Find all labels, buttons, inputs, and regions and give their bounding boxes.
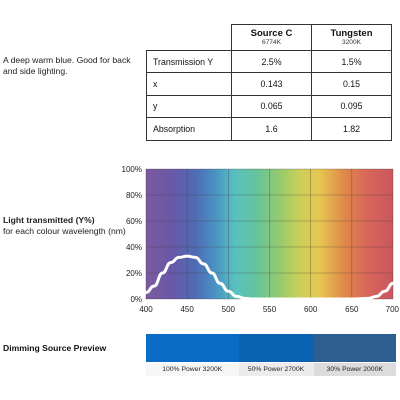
y-tick-label: 100% — [122, 165, 142, 174]
spec-header-source-c: Source C 6774K — [231, 24, 312, 51]
filter-description: A deep warm blue. Good for back and side… — [3, 55, 131, 76]
column-name: Tungsten — [330, 28, 373, 39]
x-tick-label: 400 — [139, 305, 153, 314]
dimming-label-50: 50% Power 2700K — [238, 363, 314, 376]
chart-grid — [145, 168, 394, 300]
dimming-title: Dimming Source Preview — [3, 343, 107, 353]
table-row: Transmission Y 2.5% 1.5% — [146, 49, 392, 74]
x-tick-label: 450 — [180, 305, 194, 314]
dimming-label-100: 100% Power 3200K — [146, 363, 239, 376]
table-row: Absorption 1.6 1.82 — [146, 117, 392, 141]
dimming-swatch-50 — [238, 334, 314, 362]
table-row: y 0.065 0.095 — [146, 94, 392, 119]
y-tick-label: 60% — [126, 217, 142, 226]
y-tick-label: 0% — [130, 295, 142, 304]
column-name: Source C — [250, 28, 293, 39]
chart-caption-title: Light transmitted (Y%) — [3, 215, 95, 225]
dimming-label-30: 30% Power 2000K — [313, 363, 396, 376]
x-tick-label: 500 — [222, 305, 236, 314]
chart-ticks: 0% 20% 40% 60% 80% 100% 400 450 500 550 600 650 700 — [122, 165, 400, 314]
x-tick-label: 650 — [345, 305, 359, 314]
chart-caption-subtitle: for each colour wavelength (nm) — [3, 226, 126, 236]
dimming-swatch-30 — [313, 334, 396, 362]
spec-table-header: Source C 6774K Tungsten 3200K — [147, 24, 392, 51]
row-value: 1.82 — [311, 117, 392, 141]
dimming-bar — [146, 334, 396, 362]
dimming-swatch-100 — [146, 334, 239, 362]
column-sub: 3200K — [341, 39, 362, 46]
series-line — [144, 254, 395, 301]
y-tick-label: 80% — [126, 191, 142, 200]
x-tick-label: 550 — [263, 305, 277, 314]
x-tick-label: 700 — [386, 305, 400, 314]
chart-caption: Light transmitted (Y%) for each colour w… — [3, 215, 138, 237]
y-tick-label: 20% — [126, 269, 142, 278]
transmission-chart: 0% 20% 40% 60% 80% 100% 400 450 500 550 600 650 700 — [122, 165, 400, 314]
x-tick-label: 600 — [304, 305, 318, 314]
y-tick-label: 40% — [126, 243, 142, 252]
spec-table: Source C 6774K Tungsten 3200K Transmissi… — [146, 24, 392, 141]
table-row: x 0.143 0.15 — [146, 72, 392, 96]
dimming-labels: 100% Power 3200K 50% Power 2700K 30% Pow… — [146, 363, 396, 376]
column-sub: 6774K — [261, 39, 282, 46]
